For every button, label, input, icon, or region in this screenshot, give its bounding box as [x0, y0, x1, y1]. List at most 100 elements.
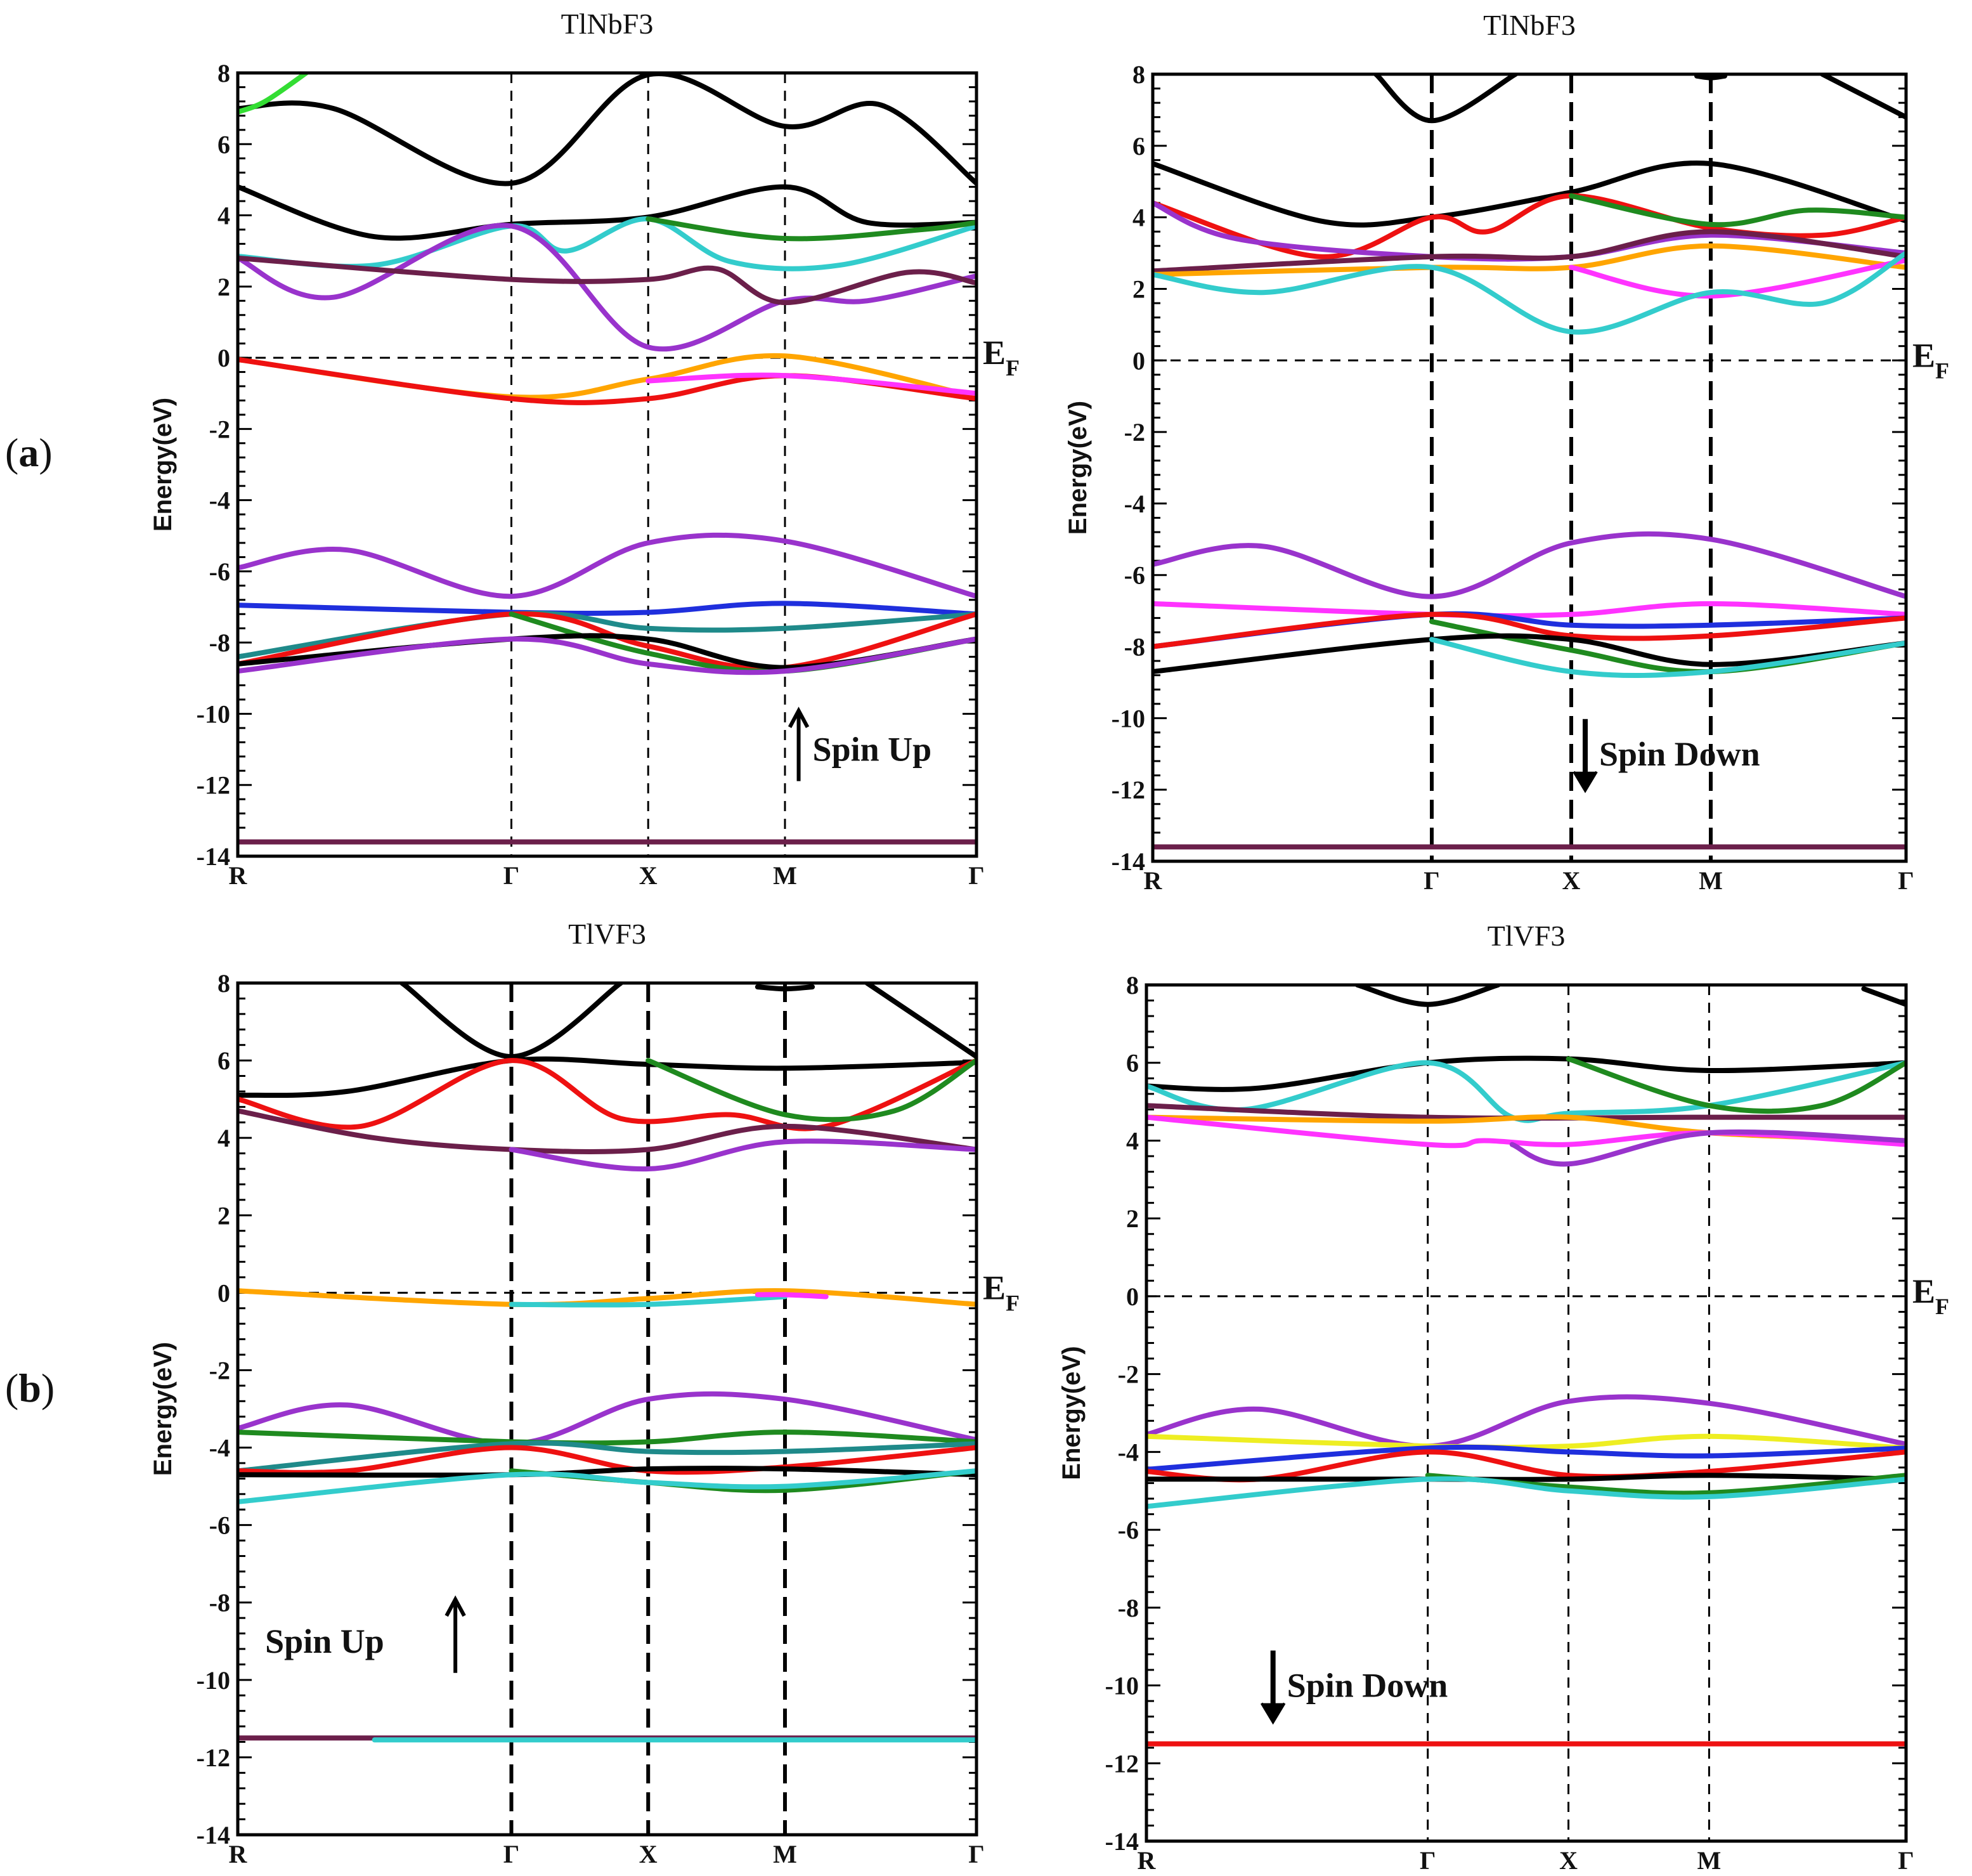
y-tick-label: -4	[1118, 1438, 1139, 1466]
band-line-0-black	[238, 73, 976, 186]
panel-tlvf3-spin-up: TlVF3 8 6 4 2 0 -2 -4 -6 -8 -10 -12 -14R Γ X M Γ Energy(e…	[149, 918, 1020, 1868]
band-line-3-black	[1153, 160, 1906, 228]
band-line-12-magenta	[1153, 601, 1906, 618]
spin-label: Spin Down	[1287, 1667, 1448, 1705]
plot-frame	[1145, 983, 1908, 1843]
band-line-4-red	[1153, 193, 1906, 259]
band-line-16-purple	[238, 636, 976, 675]
y-tick-label: -4	[1124, 490, 1145, 518]
band-line-7-maroon	[1153, 229, 1906, 274]
y-tick-label: -8	[209, 1589, 230, 1617]
plot-frame	[236, 981, 978, 1837]
band-line-1-black	[1694, 74, 1727, 81]
y-tick-label: 2	[217, 273, 230, 301]
band-line-11-blue	[1146, 1444, 1906, 1472]
band-line-0-black	[1373, 74, 1518, 124]
y-tick-label: -12	[197, 771, 230, 800]
x-tick-label-x: X	[1562, 866, 1581, 895]
y-tick-label: 2	[1132, 275, 1145, 303]
band-line-1-black	[1861, 986, 1906, 1007]
y-tick-label: -14	[197, 1821, 230, 1849]
panel-tlnbf3-spin-down: TlNbF3 8 6 4 2 0 -2 -4 -6 -8 -10 -12 -14R Γ X M Γ Energy(…	[1064, 9, 1949, 895]
band-line-5-green	[1569, 193, 1906, 228]
y-tick-label: 4	[1132, 204, 1145, 232]
y-tick-label: 6	[1126, 1049, 1139, 1078]
y-tick-label: 4	[1126, 1126, 1139, 1155]
panel-title: TlVF3	[1488, 920, 1566, 952]
band-line-11-purple	[1153, 531, 1906, 599]
band-line-10-magenta	[755, 1292, 829, 1300]
band-line-16-black	[1153, 633, 1906, 674]
x-tick-label-r: R	[1144, 866, 1163, 895]
y-tick-label: -4	[209, 1434, 230, 1462]
y-tick-label: -6	[209, 557, 230, 586]
band-line-14-red	[1153, 611, 1906, 649]
x-tick-label-g: Γ	[968, 1840, 984, 1868]
y-tick-label: 2	[1126, 1204, 1139, 1233]
row-label-a: (a)	[5, 430, 53, 475]
plot-frame	[1151, 72, 1908, 863]
panel-title: TlVF3	[568, 918, 646, 950]
svg-text:(b): (b)	[5, 1365, 55, 1410]
y-tick-label: -12	[197, 1743, 230, 1772]
spin-arrow-head-icon	[1573, 771, 1598, 793]
band-line-8-orange	[238, 1288, 976, 1308]
band-line-3-black	[238, 1056, 976, 1098]
y-tick-label: 8	[1132, 60, 1145, 89]
x-tick-label-r: R	[1138, 1846, 1157, 1875]
band-lines	[1146, 985, 1906, 1747]
band-lines	[238, 73, 976, 845]
y-tick-label: -2	[209, 415, 230, 443]
y-tick-label: -14	[197, 842, 230, 871]
band-line-11-blue	[238, 601, 976, 617]
band-line-10-cyan	[1153, 251, 1906, 335]
x-tick-label-g: Γ	[503, 1840, 519, 1868]
y-tick-label: -2	[209, 1356, 230, 1384]
band-line-1-black	[755, 984, 815, 992]
x-tick-label-m: M	[1699, 866, 1723, 895]
y-tick-label: 0	[217, 1279, 230, 1307]
band-line-9-magenta	[645, 372, 976, 396]
band-line-0-black	[1354, 985, 1501, 1007]
panel-tlnbf3-spin-up: TlNbF3 8 6 4 2 0 -2 -4 -6 -8 -10 -12 -14R Γ X M Γ Energy(…	[149, 8, 1020, 890]
y-tick-label: -6	[209, 1511, 230, 1540]
spin-arrow-head-icon	[788, 707, 810, 729]
spin-label: Spin Up	[813, 731, 932, 769]
y-tick-label: 8	[1126, 971, 1139, 1000]
x-tick-label-m: M	[773, 861, 797, 890]
y-tick-label: -2	[1124, 418, 1145, 446]
band-line-0-black	[399, 983, 624, 1059]
band-line-13-red	[238, 611, 976, 672]
band-line-3-cyan	[238, 216, 976, 271]
y-tick-label: 2	[217, 1201, 230, 1230]
band-line-2-black	[864, 983, 976, 1059]
band-line-2-black	[1146, 1055, 1906, 1092]
spin-annotation: Spin Down	[1573, 719, 1760, 793]
y-tick-label: 6	[1132, 132, 1145, 160]
band-line-10-yellow	[1146, 1433, 1906, 1451]
y-tick-label: -8	[209, 629, 230, 657]
panel-tlvf3-spin-down: TlVF3 8 6 4 2 0 -2 -4 -6 -8 -10 -12 -14R Γ X M Γ Energy(e…	[1058, 920, 1949, 1875]
y-tick-label: -2	[1118, 1360, 1139, 1389]
band-lines	[238, 983, 976, 1743]
x-tick-label-g: Γ	[1424, 866, 1439, 895]
y-tick-label: 6	[217, 130, 230, 159]
x-tick-label-r: R	[229, 1840, 248, 1868]
band-line-6-maroon	[238, 1108, 976, 1154]
y-tick-label: 0	[1126, 1282, 1139, 1311]
panel-title: TlNbF3	[561, 8, 654, 40]
spin-label: Spin Up	[265, 1622, 384, 1660]
y-axis-label: Energy(eV)	[1058, 1346, 1086, 1480]
band-line-2-black	[1820, 74, 1906, 120]
spin-annotation: Spin Up	[788, 707, 932, 781]
band-line-12-green	[238, 1430, 976, 1446]
y-tick-label: 0	[1132, 346, 1145, 375]
y-tick-label: -10	[197, 1666, 230, 1695]
y-axis-label: Energy(eV)	[149, 1342, 177, 1476]
y-axis-label: Energy(eV)	[149, 398, 177, 531]
spin-arrow-head-icon	[444, 1595, 466, 1617]
fermi-label: EF	[1912, 336, 1949, 383]
y-tick-label: 4	[217, 1124, 230, 1152]
plot-frame	[236, 71, 978, 858]
